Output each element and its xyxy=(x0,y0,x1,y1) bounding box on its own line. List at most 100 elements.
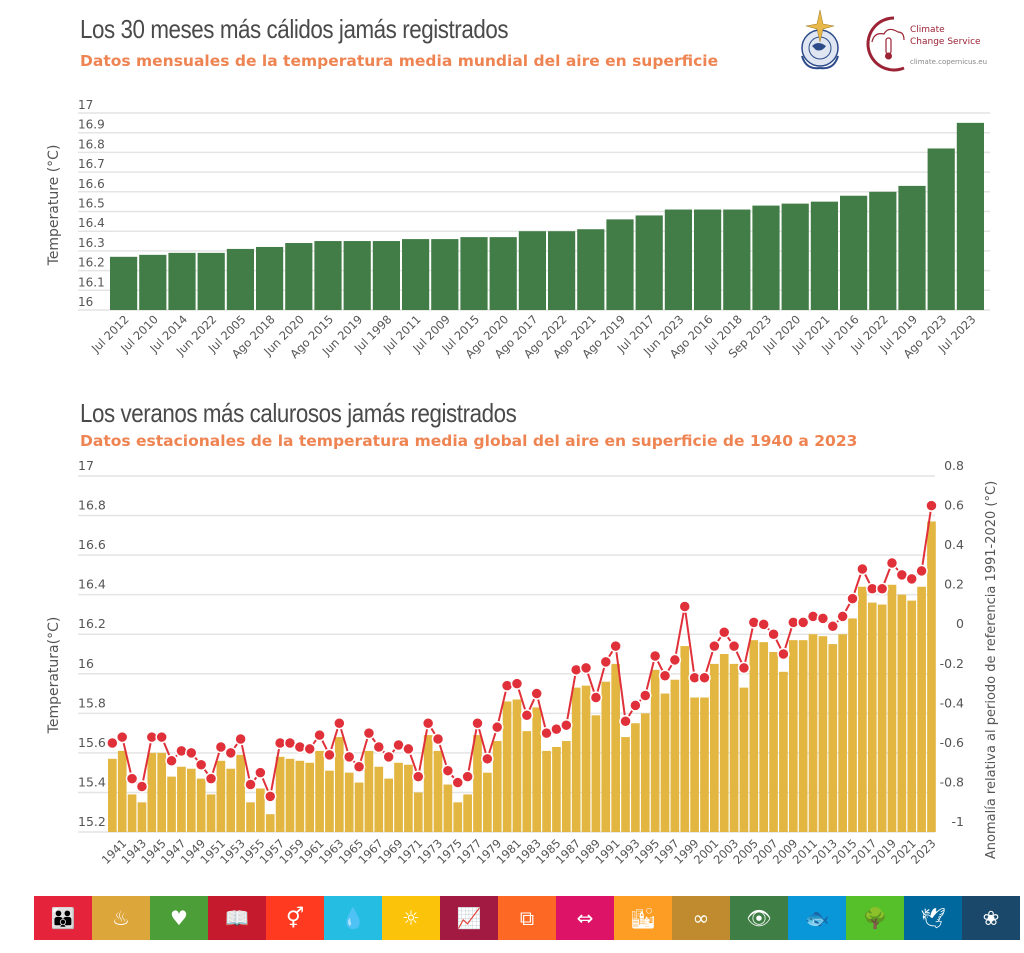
chart2-bar xyxy=(177,766,186,832)
chart2-y-tick-label: 16.4 xyxy=(78,577,106,592)
chart2-bar xyxy=(640,713,650,832)
chart2-bar xyxy=(483,772,492,832)
chart2-anomaly-point xyxy=(510,677,524,690)
chart2-bar xyxy=(927,521,936,832)
chart2-line-segment xyxy=(644,655,657,696)
chart2-bar xyxy=(167,776,176,832)
chart1-y-tick-label: 17 xyxy=(78,98,93,112)
chart1-y-tick-label: 16.1 xyxy=(78,275,105,289)
chart2-right-y-tick-label: -1 xyxy=(952,814,964,829)
chart2-bar xyxy=(660,693,670,832)
chart2-bar xyxy=(157,752,167,832)
chart2-bar xyxy=(907,600,917,832)
chart1-bar xyxy=(548,231,576,310)
chart2-anomaly-point xyxy=(846,592,859,605)
chart2-bar xyxy=(690,697,699,832)
chart2-y-tick-label: 15.2 xyxy=(78,814,106,829)
chart2-anomaly-point xyxy=(727,639,741,653)
chart2-y-tick-label: 15.6 xyxy=(78,735,106,750)
chart2-anomaly-point xyxy=(599,655,613,669)
chart2-right-y-tick-label: 0.6 xyxy=(944,498,964,513)
chart2-bar xyxy=(670,679,680,832)
chart2-bar xyxy=(147,752,157,832)
c3s-url: climate.copernicus.eu xyxy=(910,58,987,66)
chart2-anomaly-point xyxy=(303,742,316,756)
chart2-bar xyxy=(522,731,532,832)
chart2-bar xyxy=(423,735,433,832)
chart2-bar xyxy=(680,646,690,832)
chart2-anomaly-point xyxy=(402,742,415,756)
chart2-y-tick-label: 15.4 xyxy=(78,774,106,789)
chart2-line-segment xyxy=(742,622,755,669)
chart1-bar xyxy=(110,256,138,310)
chart2-anomaly-point xyxy=(382,750,395,764)
chart2-y-tick-label: 16.6 xyxy=(78,537,106,552)
chart1-y-tick-label: 16.9 xyxy=(78,118,105,132)
chart2-bar xyxy=(769,652,778,832)
gender-icon: ⚥ xyxy=(266,896,324,940)
chart2-bar xyxy=(729,663,739,832)
chart2-bar xyxy=(700,697,709,832)
chart2-right-y-tick-label: 0.8 xyxy=(944,458,964,473)
chart2-bar xyxy=(206,794,216,832)
book-icon: 📖 xyxy=(208,896,266,940)
chart2-line-segment xyxy=(920,505,933,572)
chart2-bar xyxy=(315,750,324,832)
chart2-anomaly-point xyxy=(639,689,652,702)
people-icon: 👪 xyxy=(34,896,92,940)
chart2-anomaly-point xyxy=(412,770,425,783)
chart2-right-y-tick-label: -0.8 xyxy=(940,774,964,789)
chart2-bar xyxy=(917,586,926,832)
chart2-bar xyxy=(719,654,729,832)
chart2-anomaly-point xyxy=(155,730,168,744)
chart1-bar xyxy=(635,215,663,310)
chart2-line-segment xyxy=(535,693,548,734)
chart2-anomaly-point xyxy=(431,732,445,746)
chart1-bar xyxy=(314,241,342,310)
chart2-bar xyxy=(384,778,394,832)
wmo-emblem-icon xyxy=(801,9,839,70)
logos: Climate Change Service climate.copernicu… xyxy=(790,8,1020,76)
chart2-anomaly-point xyxy=(796,616,810,629)
chart2-bar xyxy=(443,784,453,832)
chart2-y-tick-label: 16.8 xyxy=(78,498,106,513)
chart2-anomaly-point xyxy=(737,661,751,675)
chart2-anomaly-point xyxy=(323,748,336,762)
chart2-anomaly-point xyxy=(214,740,228,754)
chart2-anomaly-point xyxy=(204,772,218,785)
chart2-anomaly-point xyxy=(875,582,889,595)
chart2-line-segment xyxy=(417,723,430,777)
chart1-bar xyxy=(869,191,897,310)
chart2-line-segment xyxy=(673,606,686,661)
chart2-anomaly-point xyxy=(125,772,139,785)
chart2-anomaly-point xyxy=(441,764,455,777)
chart1-bar xyxy=(956,122,984,310)
chart2-anomaly-point xyxy=(836,610,849,623)
chart1-y-tick-label: 16 xyxy=(78,295,93,309)
eye-globe-icon: 👁 xyxy=(730,896,788,940)
chart1-y-axis-label: Temperature (°C) xyxy=(46,145,62,267)
chart2-anomaly-point xyxy=(708,639,721,653)
chart2-subtitle: Datos estacionales de la temperatura med… xyxy=(80,432,858,450)
chart2-bar xyxy=(848,618,857,832)
chart2-bar xyxy=(265,814,275,832)
chart1-bar xyxy=(577,229,605,310)
chart2-line-segment xyxy=(121,736,134,779)
chart2-anomaly-point xyxy=(481,752,494,766)
chart2-right-y-axis-label: Anomalía relativa al periodo de referenc… xyxy=(984,481,999,859)
chart2-bar xyxy=(779,671,788,832)
chart1-bar xyxy=(226,248,254,310)
chart2-y-tick-label: 17 xyxy=(78,458,94,473)
chart2-anomaly-point xyxy=(717,625,731,639)
chart1-bar xyxy=(343,241,371,310)
chart2-anomaly-point xyxy=(856,562,869,576)
chart1-bar xyxy=(431,239,459,310)
chart2-bar xyxy=(867,602,877,832)
chart2-bar xyxy=(256,788,265,832)
chart1-bar xyxy=(518,231,546,310)
chart2-line-segment xyxy=(466,723,479,777)
chart2-anomaly-point xyxy=(767,627,780,641)
chart2-anomaly-point xyxy=(185,746,198,760)
chart1-bar xyxy=(402,239,430,310)
chart2-bar xyxy=(137,802,147,832)
